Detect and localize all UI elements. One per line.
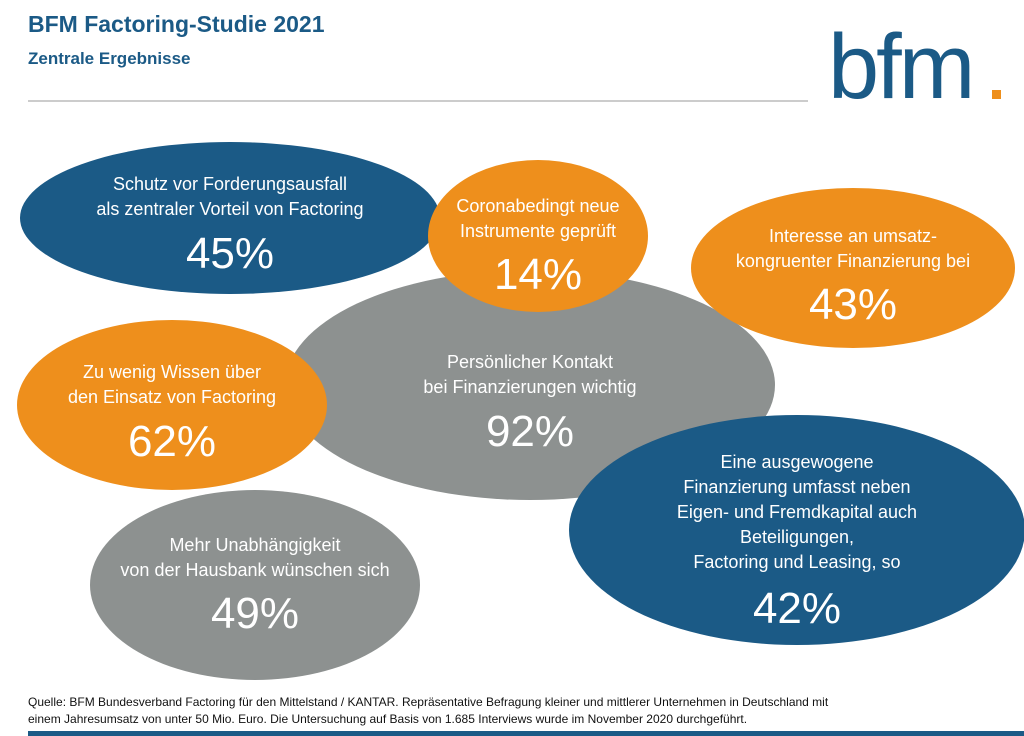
bubbles: Persönlicher Kontakt bei Finanzierungen w…	[17, 142, 1024, 680]
bubble-text: Mehr Unabhängigkeit	[169, 535, 340, 555]
bubble	[20, 142, 440, 294]
bubble-text: Persönlicher Kontakt	[447, 352, 613, 372]
bubble-text: kongruenter Finanzierung bei	[736, 251, 970, 271]
bubble-text: Beteiligungen,	[740, 527, 854, 547]
bubble-value: 42%	[753, 584, 841, 633]
bubble-value: 45%	[186, 229, 274, 278]
bubble-value: 49%	[211, 589, 299, 638]
bubble-value: 43%	[809, 280, 897, 329]
bubble-text: Zu wenig Wissen über	[83, 362, 261, 382]
subtitle: Zentrale Ergebnisse	[28, 49, 191, 68]
bubble	[90, 490, 420, 680]
bubble-text: als zentraler Vorteil von Factoring	[96, 199, 363, 219]
logo-dot	[992, 90, 1001, 99]
title: BFM Factoring-Studie 2021	[28, 11, 325, 37]
bubble-text: Coronabedingt neue	[456, 196, 619, 216]
bubble-text: von der Hausbank wünschen sich	[120, 560, 389, 580]
footer-line: Quelle: BFM Bundesverband Factoring für …	[28, 695, 829, 709]
logo: bfm	[828, 16, 972, 118]
bubble-text: Finanzierung umfasst neben	[683, 477, 910, 497]
bubble	[17, 320, 327, 490]
bubble-text: Eine ausgewogene	[720, 452, 873, 472]
bubble-value: 14%	[494, 250, 582, 299]
bubble	[428, 160, 648, 312]
bubble-text: Instrumente geprüft	[460, 221, 616, 241]
bubble-text: Eigen- und Fremdkapital auch	[677, 502, 917, 522]
bubble-text: bei Finanzierungen wichtig	[423, 377, 636, 397]
bubble	[691, 188, 1015, 348]
bubble-text: den Einsatz von Factoring	[68, 387, 276, 407]
bubble-text: Factoring und Leasing, so	[693, 552, 900, 572]
footer-line: einem Jahresumsatz von unter 50 Mio. Eur…	[28, 712, 747, 726]
footer-bar	[28, 731, 1024, 736]
bubble-value: 92%	[486, 407, 574, 456]
bubble-value: 62%	[128, 417, 216, 466]
bubble-text: Schutz vor Forderungsausfall	[113, 174, 347, 194]
bubble	[569, 415, 1024, 645]
bubble-text: Interesse an umsatz-	[769, 226, 937, 246]
